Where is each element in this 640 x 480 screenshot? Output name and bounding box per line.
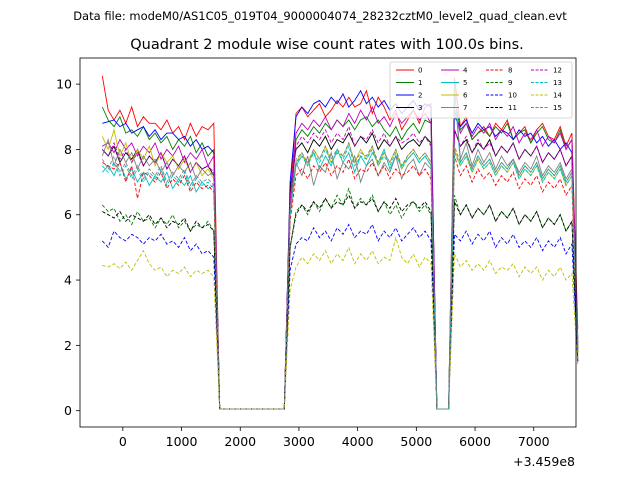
series-line-7 [101,84,579,410]
y-tick-label: 6 [64,207,72,222]
x-tick-label: 6000 [459,434,491,449]
plot-frame [79,57,577,428]
legend-label-0: 0 [418,67,422,75]
legend-label-12: 12 [553,67,562,75]
y-tick-label: 4 [64,273,72,288]
legend-label-10: 10 [508,92,517,100]
x-offset-label: +3.459e8 [513,454,575,469]
legend-label-2: 2 [418,92,422,100]
legend-label-7: 7 [463,104,467,112]
legend-label-3: 3 [418,104,422,112]
legend-label-1: 1 [418,79,422,87]
x-tick-label: 5000 [400,434,432,449]
legend-label-11: 11 [508,104,517,112]
plot-area-background [80,58,576,427]
y-tick-label: 8 [64,142,72,157]
legend-label-14: 14 [553,92,562,100]
series-line-4 [102,105,579,410]
legend-label-15: 15 [553,104,562,112]
chart-title: Quadrant 2 module wise count rates with … [130,37,524,53]
series-line-14 [102,235,579,410]
x-tick-label: 3000 [283,434,315,449]
legend-label-6: 6 [463,92,468,100]
legend-label-9: 9 [508,79,512,87]
legend-label-5: 5 [463,79,467,87]
legend-box [389,61,573,119]
legend-label-4: 4 [463,67,468,75]
series-line-10 [101,223,579,410]
x-tick-label: 1000 [166,434,198,449]
series-layer [101,75,579,410]
x-tick-label: 4000 [342,434,374,449]
legend-label-13: 13 [553,79,562,87]
x-tick-label: 2000 [224,434,256,449]
x-tick-label: 7000 [518,434,550,449]
data-file-suptitle: Data file: modeM0/AS1C05_019T04_90000040… [73,9,567,23]
series-line-6 [101,128,579,410]
series-line-13 [101,144,579,410]
legend-label-8: 8 [508,67,512,75]
series-line-11 [102,194,579,410]
series-line-8 [102,155,579,410]
axis-layer: 0 1000 2000 3000 4000 5000 6000 7000 0 2 4 6 8 10 [56,77,550,449]
series-line-0 [101,75,579,410]
y-tick-label: 0 [64,403,72,418]
series-line-12 [101,125,579,410]
y-tick-label: 10 [56,77,72,92]
series-line-2 [102,89,579,410]
y-tick-label: 2 [64,338,72,353]
x-tick-label: 0 [119,434,127,449]
series-line-9 [101,187,579,410]
